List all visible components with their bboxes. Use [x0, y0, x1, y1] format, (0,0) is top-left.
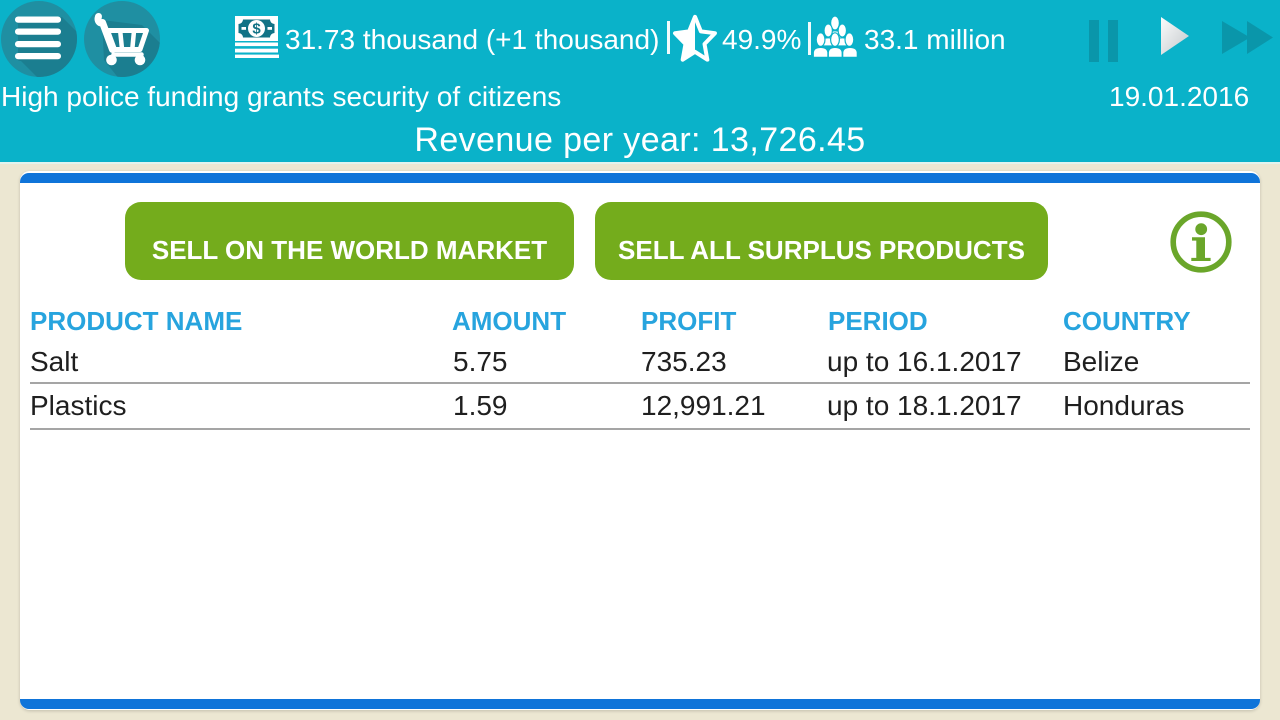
svg-text:$: $: [252, 21, 261, 38]
